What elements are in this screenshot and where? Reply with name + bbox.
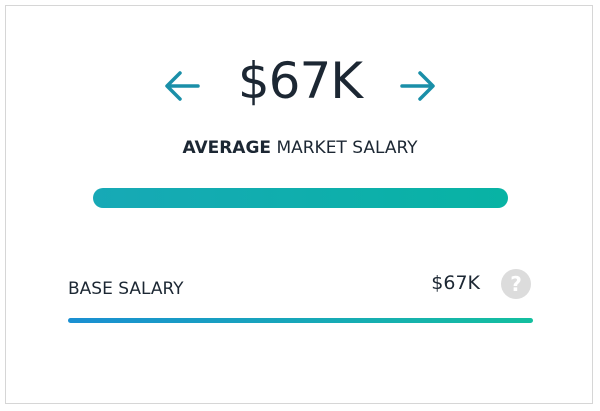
base-salary-label: BASE SALARY	[68, 279, 184, 299]
next-arrow[interactable]	[396, 68, 440, 104]
previous-arrow[interactable]	[160, 68, 204, 104]
market-bar	[93, 188, 508, 208]
label-bold: AVERAGE	[182, 138, 272, 158]
label-rest: MARKET SALARY	[276, 138, 418, 158]
headline-label: AVERAGE MARKET SALARY	[0, 138, 600, 158]
base-salary-value: $67K	[431, 272, 480, 294]
help-icon[interactable]: ?	[501, 269, 531, 299]
headline-value: $67K	[237, 52, 363, 110]
base-salary-bar	[68, 318, 533, 323]
